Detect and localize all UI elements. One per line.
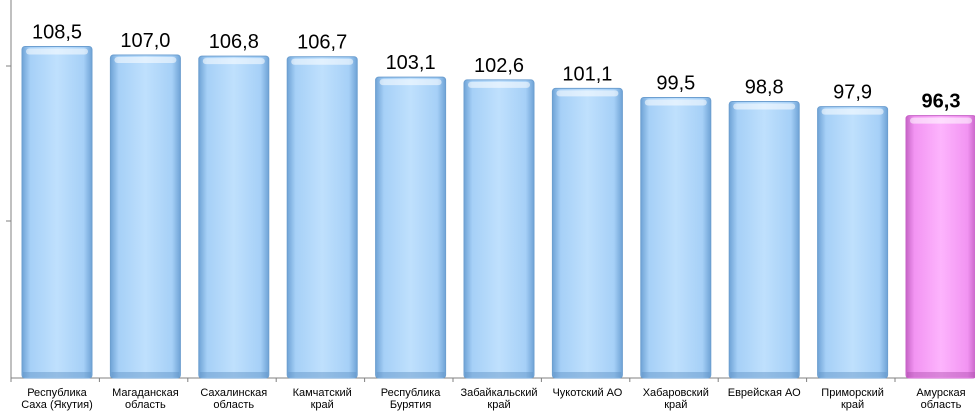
bar bbox=[375, 76, 447, 379]
bar-bottom-shade bbox=[111, 372, 180, 377]
category-label-line: Забайкальский bbox=[461, 387, 538, 399]
bar bbox=[286, 56, 358, 379]
category-label-line: край bbox=[487, 399, 510, 411]
bar-top-bevel bbox=[291, 58, 354, 65]
value-label: 96,3 bbox=[922, 91, 961, 113]
category-label-line: область bbox=[125, 399, 166, 411]
bar bbox=[905, 115, 975, 379]
category-label-line: край bbox=[311, 399, 334, 411]
value-label: 107,0 bbox=[120, 30, 170, 52]
category-label-line: Хабаровский bbox=[643, 387, 709, 399]
bar-top-bevel bbox=[733, 103, 796, 110]
bar-body bbox=[463, 79, 535, 379]
category-label-line: Чукотский АО bbox=[552, 387, 622, 399]
category-label-line: Еврейская АО bbox=[728, 387, 801, 399]
bar bbox=[728, 100, 800, 379]
bars bbox=[21, 46, 975, 379]
bar-bottom-shade bbox=[376, 372, 445, 377]
bar-top-bevel bbox=[556, 90, 619, 97]
bar-bottom-shade bbox=[818, 372, 887, 377]
category-label-line: Камчатский bbox=[293, 387, 352, 399]
category-label-line: Сахалинская bbox=[200, 387, 267, 399]
category-label-line: Приморский bbox=[821, 387, 884, 399]
bar-body bbox=[905, 115, 975, 379]
category-label-line: Саха (Якутия) bbox=[21, 399, 93, 411]
bar-top-bevel bbox=[821, 108, 884, 115]
bar-body bbox=[817, 106, 889, 379]
value-label: 97,9 bbox=[833, 82, 872, 104]
bar-bottom-shade bbox=[288, 372, 357, 377]
value-label: 98,8 bbox=[745, 76, 784, 98]
bar-top-bevel bbox=[114, 57, 177, 63]
value-label: 106,8 bbox=[209, 31, 259, 53]
category-label: Магаданская область bbox=[112, 387, 179, 411]
category-labels: Республика Саха (Якутия)Магаданская област… bbox=[21, 387, 965, 411]
category-label-line: край bbox=[841, 399, 864, 411]
value-label: 103,1 bbox=[386, 52, 436, 74]
bar-top-bevel bbox=[26, 48, 88, 55]
value-labels: 108,5 107,0 106,8 106,7 103,1 102,6 101,1 99,5 9… bbox=[32, 22, 961, 113]
bar-top-bevel bbox=[644, 99, 707, 106]
bar-body bbox=[728, 100, 800, 379]
category-label-line: Республика bbox=[381, 387, 441, 399]
value-label: 101,1 bbox=[562, 63, 612, 85]
category-label-line: Бурятия bbox=[390, 399, 431, 411]
bar bbox=[817, 106, 889, 379]
bar bbox=[21, 46, 93, 379]
category-label: Чукотский АО bbox=[552, 387, 622, 399]
value-label: 102,6 bbox=[474, 55, 524, 77]
bar-top-bevel bbox=[910, 117, 972, 124]
bar-bottom-shade bbox=[199, 372, 268, 377]
category-label: Приморский край bbox=[821, 387, 884, 411]
category-label-line: Амурская bbox=[916, 387, 965, 399]
category-label: Республика Саха (Якутия) bbox=[21, 387, 93, 411]
category-label: Сахалинская область bbox=[200, 387, 267, 411]
bar-body bbox=[109, 54, 181, 379]
category-label: Забайкальский край bbox=[461, 387, 538, 411]
bar-bottom-shade bbox=[23, 372, 91, 377]
bar bbox=[551, 87, 623, 379]
category-label-line: область bbox=[921, 399, 962, 411]
bar-top-bevel bbox=[202, 58, 265, 65]
value-label: 108,5 bbox=[32, 22, 82, 44]
category-label-line: Республика bbox=[27, 387, 87, 399]
bar-bottom-shade bbox=[641, 372, 710, 377]
bar-body bbox=[286, 56, 358, 379]
bar-body bbox=[640, 97, 712, 379]
bar bbox=[640, 97, 712, 379]
value-label: 99,5 bbox=[656, 73, 695, 95]
bar-bottom-shade bbox=[465, 372, 533, 377]
bar-body bbox=[21, 46, 93, 379]
bar-bottom-shade bbox=[907, 372, 975, 377]
bar-bottom-shade bbox=[553, 372, 622, 377]
category-label: Республика Бурятия bbox=[381, 387, 441, 411]
category-label-line: область bbox=[213, 399, 254, 411]
bar bbox=[198, 55, 270, 379]
category-label: Камчатский край bbox=[293, 387, 352, 411]
category-label-line: Магаданская bbox=[112, 387, 179, 399]
bar-body bbox=[551, 87, 623, 379]
category-label: Хабаровский край bbox=[643, 387, 709, 411]
value-label: 106,7 bbox=[297, 32, 347, 54]
bar bbox=[109, 54, 181, 379]
category-label: Амурская область bbox=[916, 387, 965, 411]
bar-body bbox=[375, 76, 447, 379]
bar-bottom-shade bbox=[730, 372, 799, 377]
bar-top-bevel bbox=[379, 79, 442, 86]
bar bbox=[463, 79, 535, 379]
category-label: Еврейская АО bbox=[728, 387, 801, 399]
bar-top-bevel bbox=[468, 81, 530, 88]
category-label-line: край bbox=[664, 399, 687, 411]
bar-body bbox=[198, 55, 270, 379]
